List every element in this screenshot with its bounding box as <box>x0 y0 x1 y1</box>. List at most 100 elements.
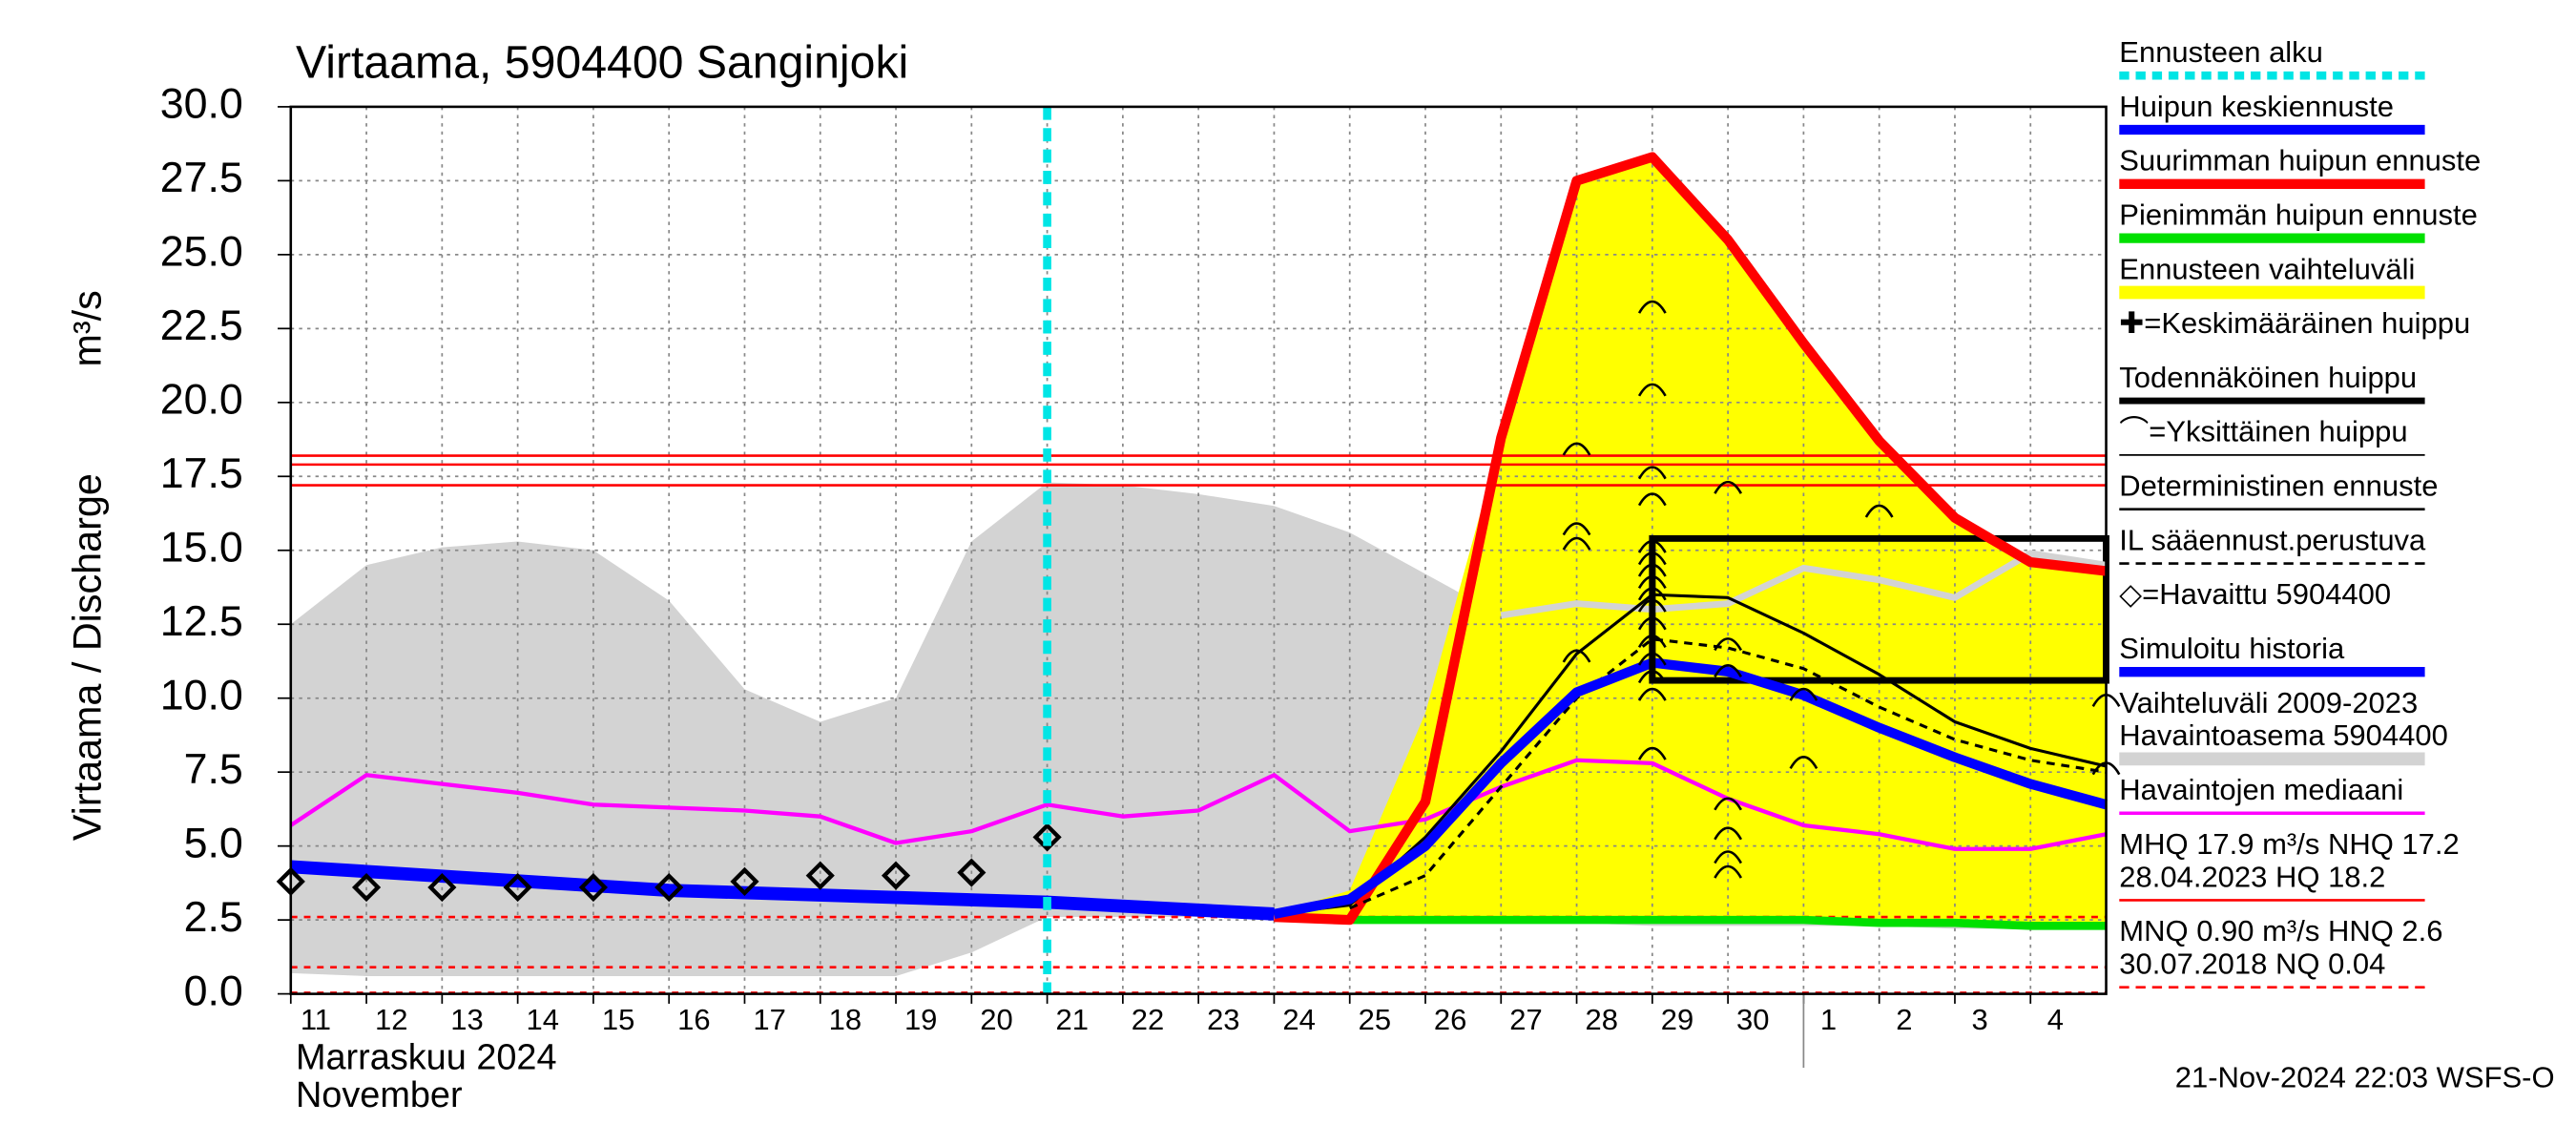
y-axis-label: Virtaama / Discharge <box>66 473 110 841</box>
observed-point <box>503 872 532 903</box>
x-tick-label: 24 <box>1282 1003 1315 1036</box>
series-line <box>290 860 1275 921</box>
peak-marker <box>1562 649 1591 663</box>
x-tick-label: 4 <box>2047 1003 2064 1036</box>
x-tick-label: 13 <box>450 1003 483 1036</box>
x-tick-label: 22 <box>1132 1003 1164 1036</box>
y-axis-unit: m³/s <box>66 290 110 366</box>
legend-label: Havaintoasema 5904400 <box>2119 718 2448 752</box>
x-tick-label: 25 <box>1359 1003 1391 1036</box>
series-line <box>1273 657 2108 920</box>
x-tick-label: 28 <box>1585 1003 1617 1036</box>
peak-marker <box>1562 442 1591 456</box>
legend-label: Todennäköinen huippu <box>2119 361 2417 394</box>
peak-marker <box>1637 492 1667 507</box>
series-line <box>1500 550 2108 619</box>
observed-point <box>730 866 759 896</box>
peak-marker <box>1637 300 1667 314</box>
x-tick-label: 29 <box>1661 1003 1693 1036</box>
legend-label: MHQ 17.9 m³/s NHQ 17.2 <box>2119 827 2459 861</box>
x-tick-label: 11 <box>301 1003 331 1036</box>
legend-label: MNQ 0.90 m³/s HNQ 2.6 <box>2119 914 2442 947</box>
y-tick-label: 30.0 <box>160 80 243 128</box>
y-tick-label: 15.0 <box>160 524 243 572</box>
peak-marker <box>1864 504 1894 518</box>
legend-label: Huipun keskiennuste <box>2119 90 2394 123</box>
x-tick-label: 27 <box>1509 1003 1542 1036</box>
legend-label: 28.04.2023 HQ 18.2 <box>2119 860 2385 893</box>
peak-marker <box>1714 826 1743 841</box>
series-line <box>289 758 2107 851</box>
y-tick-label: 27.5 <box>160 154 243 201</box>
y-tick-label: 22.5 <box>160 302 243 349</box>
y-tick-label: 10.0 <box>160 672 243 719</box>
peak-marker <box>1789 687 1818 701</box>
y-tick-label: 20.0 <box>160 376 243 424</box>
peak-marker <box>1714 864 1743 879</box>
y-tick-label: 17.5 <box>160 449 243 497</box>
observed-point <box>957 858 987 887</box>
x-tick-label: 12 <box>375 1003 407 1036</box>
footer: 21-Nov-2024 22:03 WSFS-O <box>2175 1060 2555 1093</box>
x-tick-label: 20 <box>980 1003 1012 1036</box>
legend-label: ✚=Keskimääräinen huippu <box>2119 306 2470 340</box>
observed-point <box>1032 822 1062 852</box>
x-tick-label: 23 <box>1207 1003 1239 1036</box>
y-tick-label: 7.5 <box>184 745 243 793</box>
series-line <box>1349 915 2107 930</box>
plot-frame <box>289 105 2108 995</box>
peak-marker <box>1714 637 1743 652</box>
legend-label: Ennusteen alku <box>2119 35 2323 69</box>
observed-point <box>427 872 457 903</box>
legend-label: ◇=Havaittu 5904400 <box>2119 577 2391 611</box>
legend-label: ⌒=Yksittäinen huippu <box>2119 415 2407 448</box>
legend-label: Ennusteen vaihteluväli <box>2119 252 2415 285</box>
peak-marker <box>1562 536 1591 551</box>
y-tick-label: 2.5 <box>184 893 243 941</box>
legend-label: Vaihteluväli 2009-2023 <box>2119 686 2418 719</box>
peak-marker <box>1637 687 1667 701</box>
observed-point <box>805 861 835 890</box>
peak-marker <box>1637 746 1667 760</box>
observed-point <box>578 872 609 903</box>
y-tick-label: 5.0 <box>184 819 243 866</box>
x-tick-label: 17 <box>753 1003 785 1036</box>
peak-marker <box>1637 466 1667 480</box>
legend-label: Pienimmän huipun ennuste <box>2119 198 2478 231</box>
y-tick-label: 12.5 <box>160 597 243 645</box>
x-tick-label: 21 <box>1056 1003 1089 1036</box>
legend-label: IL sääennust.perustuva <box>2119 523 2426 556</box>
peak-marker <box>1714 850 1743 864</box>
x-tick-label: 26 <box>1434 1003 1466 1036</box>
peak-marker <box>1714 797 1743 811</box>
observed-point <box>654 872 684 903</box>
observed-point <box>881 861 911 890</box>
x-tick-label: 3 <box>1972 1003 1988 1036</box>
peak-marker <box>1637 383 1667 397</box>
x-tick-label: 16 <box>677 1003 710 1036</box>
peak-marker <box>1637 539 1667 553</box>
legend-label: Suurimman huipun ennuste <box>2119 144 2481 177</box>
observed-point <box>351 872 382 903</box>
x-tick-label: 18 <box>829 1003 862 1036</box>
peak-marker <box>1714 480 1743 494</box>
month-label: November <box>296 1075 463 1115</box>
x-tick-label: 15 <box>602 1003 634 1036</box>
x-tick-label: 14 <box>527 1003 559 1036</box>
series-line <box>1274 152 2108 926</box>
peak-marker <box>1789 756 1818 770</box>
legend-label: 30.07.2018 NQ 0.04 <box>2119 947 2385 981</box>
legend-label: Simuloitu historia <box>2119 632 2345 665</box>
chart-title: Virtaama, 5904400 Sanginjoki <box>296 37 908 89</box>
legend-label: Havaintojen mediaani <box>2119 773 2403 806</box>
y-tick-label: 0.0 <box>184 967 243 1014</box>
legend-label: Deterministinen ennuste <box>2119 469 2438 503</box>
x-tick-label: 19 <box>904 1003 937 1036</box>
series-line <box>1274 593 2107 916</box>
month-label: Marraskuu 2024 <box>296 1037 557 1077</box>
peak-marker <box>1562 522 1591 536</box>
series-line <box>1349 637 2107 910</box>
x-tick-label: 30 <box>1736 1003 1769 1036</box>
